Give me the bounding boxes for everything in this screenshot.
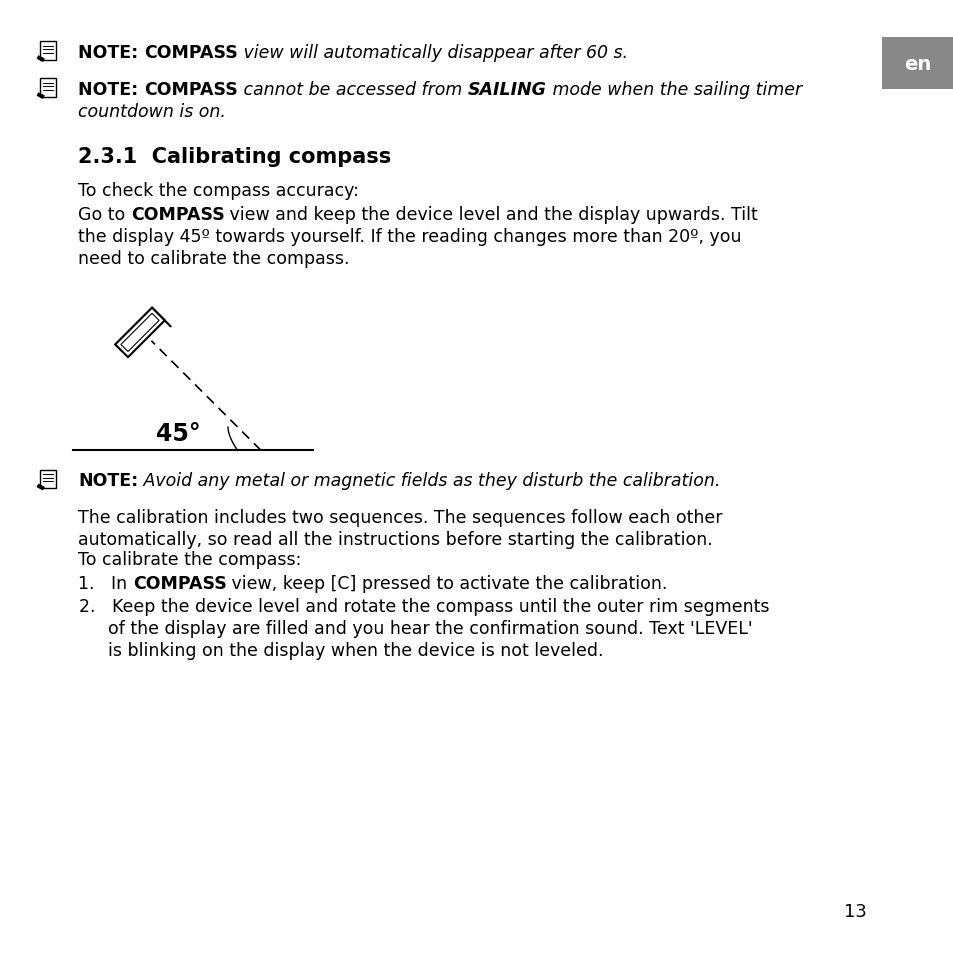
Text: 2.   Keep the device level and rotate the compass until the outer rim segments: 2. Keep the device level and rotate the …: [79, 598, 769, 616]
Polygon shape: [121, 314, 159, 352]
Text: automatically, so read all the instructions before starting the calibration.: automatically, so read all the instructi…: [78, 531, 712, 548]
Text: 45°: 45°: [156, 422, 200, 446]
Text: COMPASS: COMPASS: [131, 206, 224, 224]
Text: Go to: Go to: [78, 206, 131, 224]
Text: view, keep [C] pressed to activate the calibration.: view, keep [C] pressed to activate the c…: [226, 575, 667, 593]
Text: To calibrate the compass:: To calibrate the compass:: [78, 550, 301, 568]
FancyBboxPatch shape: [40, 471, 56, 489]
Text: the display 45º towards yourself. If the reading changes more than 20º, you: the display 45º towards yourself. If the…: [78, 228, 740, 246]
Polygon shape: [37, 93, 45, 99]
Text: countdown is on.: countdown is on.: [78, 103, 226, 121]
Text: COMPASS: COMPASS: [144, 44, 237, 62]
Text: COMPASS: COMPASS: [144, 81, 237, 99]
Text: NOTE:: NOTE:: [78, 472, 138, 490]
Text: Avoid any metal or magnetic fields as they disturb the calibration.: Avoid any metal or magnetic fields as th…: [138, 472, 720, 490]
Text: The calibration includes two sequences. The sequences follow each other: The calibration includes two sequences. …: [78, 509, 721, 526]
Text: 2.3.1  Calibrating compass: 2.3.1 Calibrating compass: [78, 147, 391, 167]
Text: view will automatically disappear after 60 s.: view will automatically disappear after …: [237, 44, 627, 62]
Text: NOTE:: NOTE:: [78, 44, 144, 62]
Polygon shape: [115, 309, 158, 352]
Polygon shape: [152, 309, 171, 328]
Text: SAILING: SAILING: [467, 81, 546, 99]
Text: need to calibrate the compass.: need to calibrate the compass.: [78, 250, 349, 268]
FancyBboxPatch shape: [40, 42, 56, 61]
Text: To check the compass accuracy:: To check the compass accuracy:: [78, 182, 358, 200]
Text: mode when the sailing timer: mode when the sailing timer: [546, 81, 801, 99]
Polygon shape: [115, 309, 165, 357]
Text: COMPASS: COMPASS: [132, 575, 226, 593]
Text: en: en: [903, 54, 931, 73]
Text: cannot be accessed from: cannot be accessed from: [237, 81, 467, 99]
Text: 13: 13: [842, 902, 865, 920]
Polygon shape: [37, 484, 45, 491]
Text: 1.   In: 1. In: [78, 575, 132, 593]
Text: is blinking on the display when the device is not leveled.: is blinking on the display when the devi…: [108, 641, 603, 659]
Bar: [882, 38, 953, 90]
Polygon shape: [37, 56, 45, 62]
Text: NOTE:: NOTE:: [78, 81, 144, 99]
Text: of the display are filled and you hear the confirmation sound. Text 'LEVEL': of the display are filled and you hear t…: [108, 619, 752, 638]
FancyBboxPatch shape: [40, 79, 56, 97]
Text: view and keep the device level and the display upwards. Tilt: view and keep the device level and the d…: [224, 206, 758, 224]
